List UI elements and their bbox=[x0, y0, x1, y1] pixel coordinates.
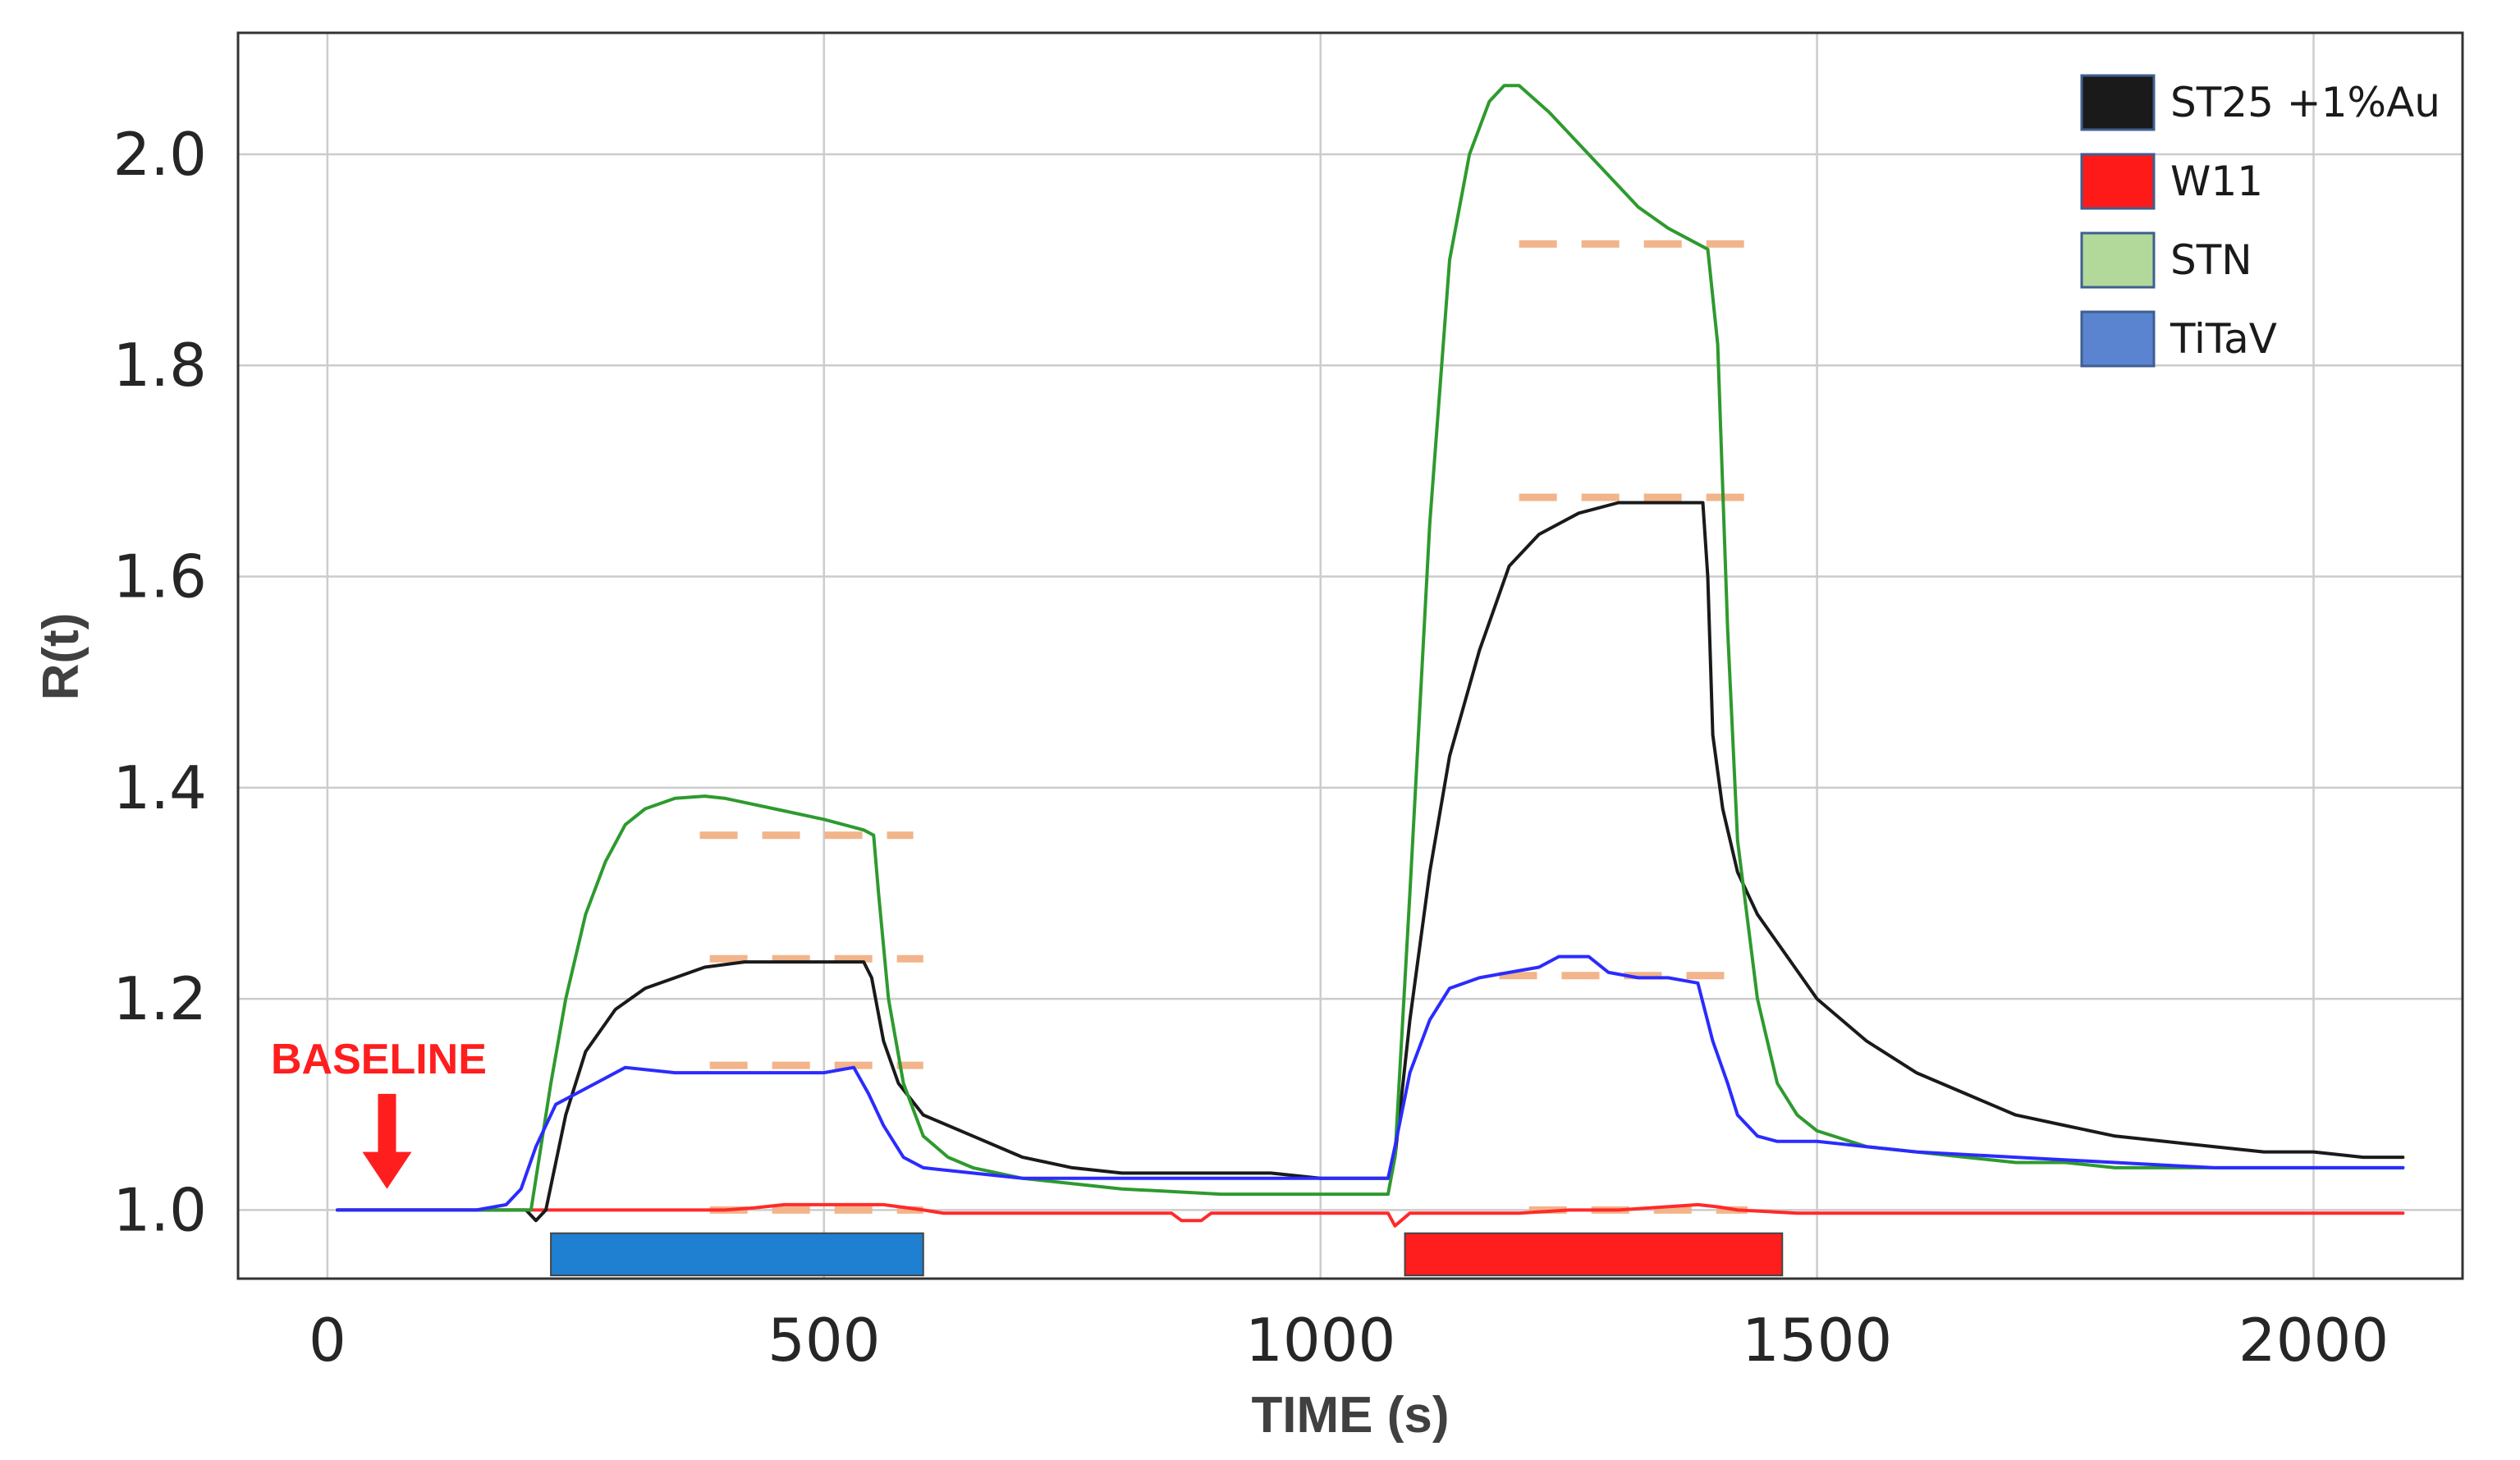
x-tick-label: 1500 bbox=[1742, 1306, 1892, 1375]
y-tick-label: 1.0 bbox=[112, 1175, 207, 1244]
legend-swatch bbox=[2080, 231, 2156, 289]
exposure-bars bbox=[550, 1232, 1784, 1277]
legend-swatch bbox=[2080, 74, 2156, 131]
x-tick-labels: 0 500 1000 1500 2000 bbox=[309, 1306, 2389, 1375]
x-tick-label: 1000 bbox=[1245, 1306, 1395, 1375]
legend-label: W11 bbox=[2170, 158, 2263, 205]
exposure-bar bbox=[1404, 1232, 1784, 1277]
legend-swatch bbox=[2080, 153, 2156, 210]
legend-label: TiTaV bbox=[2169, 315, 2277, 363]
baseline-arrow-shaft bbox=[378, 1093, 396, 1156]
y-tick-label: 1.4 bbox=[112, 753, 207, 822]
baseline-arrow-head bbox=[362, 1151, 412, 1189]
plot-frame bbox=[236, 31, 2464, 1280]
x-tick-label: 2000 bbox=[2238, 1306, 2389, 1375]
legend-label: STN bbox=[2170, 236, 2252, 284]
baseline-label: BASELINE bbox=[271, 1036, 487, 1083]
y-axis-title: R(t) bbox=[33, 613, 89, 701]
legend-swatch bbox=[2080, 310, 2156, 368]
y-tick-label: 1.2 bbox=[112, 964, 207, 1033]
legend: ST25 +1%Au W11 STN TiTaV bbox=[2080, 74, 2440, 368]
series-lines bbox=[336, 84, 2405, 1228]
y-tick-labels: 1.0 1.2 1.4 1.6 1.8 2.0 bbox=[112, 120, 207, 1244]
y-tick-label: 1.8 bbox=[112, 331, 207, 400]
series-line bbox=[336, 954, 2405, 1212]
y-tick-label: 1.6 bbox=[112, 542, 207, 611]
x-tick-label: 0 bbox=[309, 1306, 346, 1375]
baseline-annotation: BASELINE bbox=[271, 1036, 487, 1189]
series-line bbox=[336, 1202, 2405, 1228]
x-tick-label: 500 bbox=[767, 1306, 880, 1375]
x-axis-title: TIME (s) bbox=[1251, 1387, 1449, 1444]
exposure-bar bbox=[550, 1232, 924, 1277]
series-line bbox=[336, 84, 2405, 1212]
legend-label: ST25 +1%Au bbox=[2170, 79, 2440, 126]
y-tick-label: 2.0 bbox=[112, 120, 207, 189]
